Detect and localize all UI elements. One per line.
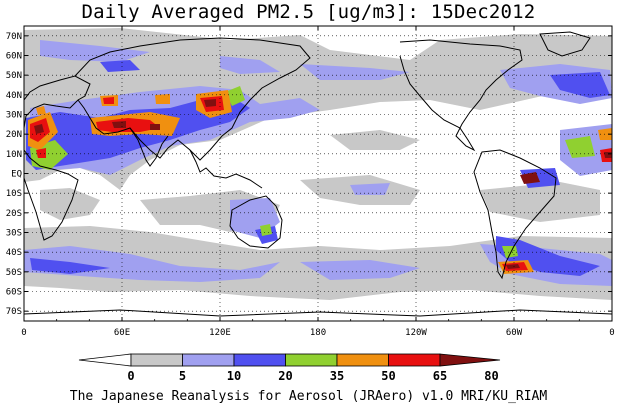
colorbar-under-triangle: [78, 353, 132, 367]
coastline-europe-africa: [24, 75, 91, 241]
colorbar-swatch: [336, 353, 389, 367]
coastline-australia: [229, 195, 283, 249]
colorbar-label: 10: [227, 369, 241, 383]
colorbar-label: 35: [330, 369, 344, 383]
colorbar-swatch: [285, 353, 338, 367]
colorbar-swatch: [182, 353, 235, 367]
lat-label: 30N: [6, 111, 22, 121]
coastline-india: [129, 127, 169, 167]
colorbar-swatch: [233, 353, 286, 367]
lat-label: 10N: [6, 150, 22, 160]
pm25-band-dark-red: [34, 99, 612, 269]
lat-label: 50S: [6, 268, 22, 278]
colorbar-label: 50: [381, 369, 395, 383]
colorbar-swatch: [388, 353, 441, 367]
colorbar-over-triangle: [439, 353, 501, 367]
colorbar-label: 80: [484, 369, 498, 383]
lat-label: 40S: [6, 248, 22, 258]
dataset-credit: The Japanese Reanalysis for Aerosol (JRA…: [69, 389, 548, 404]
lon-label: 0: [609, 328, 614, 338]
map-field: [24, 26, 612, 321]
colorbar: 0 5 10 20 35 50 65 80: [78, 353, 501, 383]
lat-label: 50N: [6, 71, 22, 81]
coastline-north-america: [399, 39, 523, 152]
coastline-south-america: [473, 149, 557, 280]
lon-label: 60E: [114, 328, 130, 338]
colorbar-swatch: [130, 353, 183, 367]
lat-label: 70N: [6, 32, 22, 42]
lon-label: 60W: [506, 328, 523, 338]
coastlines: [24, 31, 612, 317]
lat-label: 60S: [6, 288, 22, 298]
coastline-antarctica: [24, 309, 612, 317]
colorbar-label: 65: [433, 369, 447, 383]
lon-label: 120W: [405, 328, 427, 338]
colorbar-label: 0: [127, 369, 134, 383]
colorbar-label: 20: [278, 369, 292, 383]
lat-label: 60N: [6, 52, 22, 62]
colorbar-label: 5: [179, 369, 186, 383]
coastline-se-asia: [189, 149, 263, 189]
map-title: Daily Averaged PM2.5 [ug/m3]: 15Dec2012: [81, 1, 536, 23]
coastline-greenland: [539, 31, 591, 57]
lat-label: 30S: [6, 229, 22, 239]
latitude-axis: 70N 60N 50N 40N 30N 20N 10N EQ 10S 20S 30S 40S 50S 60…: [6, 32, 612, 317]
lat-label: 40N: [6, 91, 22, 101]
longitude-axis: 0 60E 120E 180 120W 60W 0: [21, 26, 615, 338]
lat-label: 70S: [6, 307, 22, 317]
lat-label: 20S: [6, 209, 22, 219]
lat-label: EQ: [11, 170, 22, 180]
lon-label: 180: [310, 328, 326, 338]
lon-label: 0: [21, 328, 26, 338]
lat-label: 20N: [6, 130, 22, 140]
lat-label: 10S: [6, 189, 22, 199]
lon-label: 120E: [209, 328, 231, 338]
